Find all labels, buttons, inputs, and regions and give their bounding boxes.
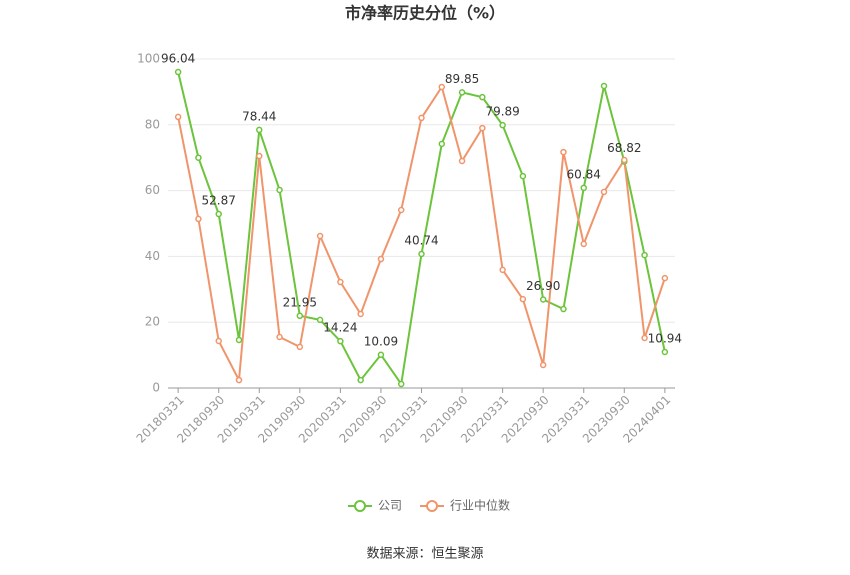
data-label: 52.87	[202, 194, 236, 208]
data-label: 79.89	[485, 105, 519, 119]
point	[580, 184, 587, 192]
y-tick-label: 20	[145, 315, 160, 329]
point	[641, 334, 648, 342]
chart-title: 市净率历史分位（%）	[345, 4, 505, 23]
point	[458, 89, 466, 96]
point	[560, 148, 567, 156]
data-label: 10.09	[364, 334, 398, 348]
point	[397, 380, 405, 388]
point	[337, 337, 344, 345]
point	[397, 206, 405, 214]
point	[195, 154, 202, 161]
point	[499, 266, 506, 274]
point	[316, 232, 324, 240]
data-label: 26.90	[526, 279, 560, 293]
point	[438, 140, 446, 148]
data-label: 60.84	[567, 167, 601, 181]
y-tick-label: 60	[145, 183, 160, 197]
point	[499, 121, 506, 129]
y-tick-label: 80	[145, 117, 160, 131]
data-label: 89.85	[445, 72, 479, 86]
point	[256, 152, 263, 160]
data-label: 78.44	[242, 109, 276, 123]
point	[195, 215, 202, 223]
point	[418, 250, 425, 258]
legend-marker	[426, 500, 439, 512]
data-label: 96.04	[161, 52, 195, 66]
point	[215, 210, 222, 218]
point	[479, 124, 486, 132]
point	[316, 316, 324, 324]
point	[418, 114, 425, 122]
point	[580, 240, 587, 248]
point	[458, 157, 466, 165]
data-label: 40.74	[404, 233, 438, 247]
y-tick-label: 40	[145, 249, 160, 263]
point	[539, 361, 547, 369]
data-label: 21.95	[283, 295, 317, 309]
data-label: 14.24	[323, 321, 357, 335]
point	[296, 312, 304, 320]
point	[560, 305, 567, 313]
legend-label: 行业中位数	[450, 498, 510, 513]
point	[519, 295, 527, 303]
point	[377, 255, 385, 263]
point	[661, 348, 669, 356]
point	[641, 251, 648, 259]
point	[539, 296, 547, 303]
point	[519, 172, 527, 180]
legend-marker	[354, 500, 366, 512]
y-tick-label: 100	[137, 52, 160, 66]
data-label: 68.82	[607, 141, 641, 155]
point	[377, 351, 385, 359]
point	[600, 82, 608, 90]
point	[235, 376, 243, 384]
point	[357, 310, 364, 318]
point	[479, 93, 486, 101]
point	[296, 343, 304, 351]
point	[337, 278, 344, 286]
data-label: 10.94	[648, 332, 682, 346]
point	[256, 126, 263, 134]
point	[600, 188, 608, 196]
source: 数据来源：恒生聚源	[366, 547, 483, 562]
point	[276, 333, 283, 341]
point	[215, 337, 222, 345]
point	[438, 83, 446, 91]
y-tick-label: 0	[152, 381, 160, 395]
point	[235, 336, 243, 344]
legend-label: 公司	[378, 499, 402, 513]
point	[174, 68, 182, 76]
point	[174, 113, 182, 121]
point	[276, 186, 283, 194]
point	[621, 156, 628, 164]
point	[661, 274, 669, 282]
point	[357, 376, 364, 384]
